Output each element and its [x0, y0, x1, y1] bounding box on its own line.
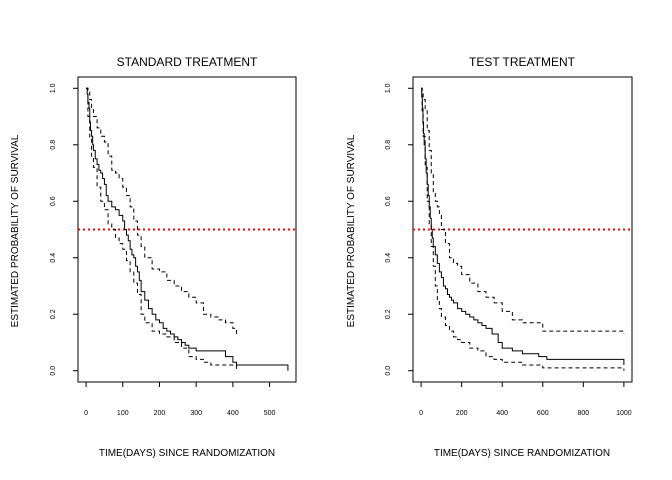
x-tick-label: 0	[419, 410, 423, 417]
x-tick-label: 400	[496, 410, 508, 417]
y-tick-label: 0.0	[385, 366, 392, 376]
x-tick-label: 100	[117, 410, 129, 417]
y-tick-label: 0.2	[50, 309, 57, 319]
confidence-band-lower	[86, 87, 238, 371]
x-axis-label: TIME(DAYS) SINCE RANDOMIZATION	[434, 448, 610, 459]
survival-curve	[86, 87, 289, 371]
y-tick-label: 0.2	[385, 309, 392, 319]
survival-curve	[421, 87, 625, 366]
x-axis-label: TIME(DAYS) SINCE RANDOMIZATION	[99, 448, 275, 459]
x-tick-label: 200	[154, 410, 166, 417]
x-tick-label: 0	[84, 410, 88, 417]
y-tick-label: 0.8	[50, 140, 57, 150]
confidence-band-upper	[86, 87, 238, 334]
panel-title: STANDARD TREATMENT	[117, 55, 258, 69]
y-tick-label: 0.4	[50, 253, 57, 263]
x-tick-label: 600	[537, 410, 549, 417]
x-tick-label: 300	[190, 410, 202, 417]
y-axis-label: ESTIMATED PROBABILITY OF SURVIVAL	[346, 134, 357, 327]
y-tick-label: 1.0	[50, 83, 57, 93]
y-tick-label: 0.6	[50, 196, 57, 206]
standard-treatment-panel: STANDARD TREATMENT TIME(DAYS) SINCE RAND…	[10, 55, 297, 459]
y-tick-label: 0.8	[385, 140, 392, 150]
confidence-band-upper	[421, 87, 625, 334]
x-tick-label: 800	[577, 410, 589, 417]
test-treatment-panel: TEST TREATMENT TIME(DAYS) SINCE RANDOMIZ…	[346, 55, 633, 459]
y-tick-label: 1.0	[385, 83, 392, 93]
x-tick-label: 500	[264, 410, 276, 417]
x-tick-label: 400	[227, 410, 239, 417]
x-tick-label: 200	[456, 410, 468, 417]
y-axis-label: ESTIMATED PROBABILITY OF SURVIVAL	[10, 134, 21, 327]
x-tick-label: 1000	[616, 410, 632, 417]
confidence-band-lower	[421, 87, 625, 371]
y-tick-label: 0.0	[50, 366, 57, 376]
y-tick-label: 0.6	[385, 196, 392, 206]
panel-title: TEST TREATMENT	[469, 55, 576, 69]
y-tick-label: 0.4	[385, 253, 392, 263]
